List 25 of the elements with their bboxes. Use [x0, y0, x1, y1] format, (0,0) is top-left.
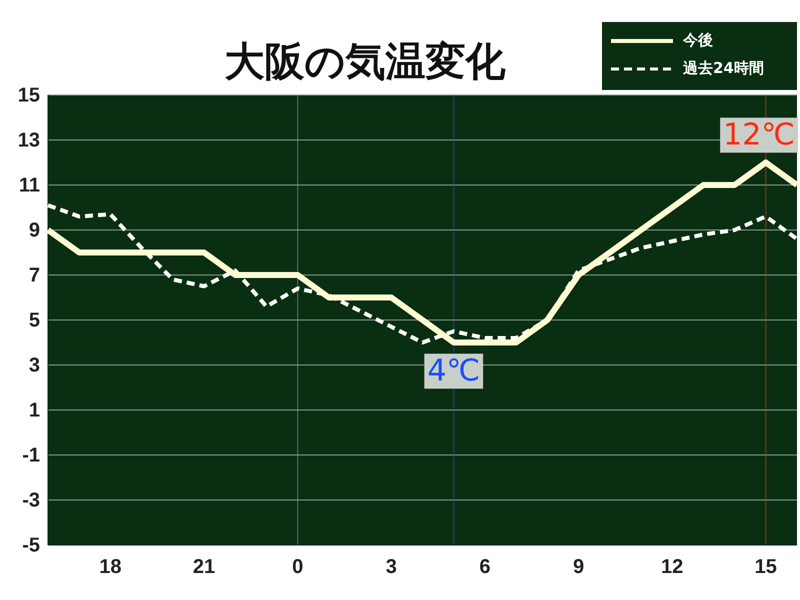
legend-label: 過去24時間	[682, 59, 764, 78]
x-tick-label: 9	[572, 556, 584, 578]
x-tick-label: 0	[292, 556, 304, 578]
y-tick-label: 7	[28, 264, 40, 286]
chart-title: 大阪の気温変化	[224, 39, 506, 85]
y-tick-label: -3	[22, 489, 40, 512]
y-tick-label: 13	[18, 129, 40, 152]
x-tick-label: 3	[386, 556, 397, 578]
y-tick-label: 3	[28, 354, 40, 376]
y-tick-label: 9	[28, 219, 40, 242]
legend-label: 今後	[682, 31, 713, 50]
y-tick-label: 11	[18, 174, 40, 196]
x-tick-label: 6	[479, 556, 490, 578]
line-series	[46, 203, 799, 344]
x-tick-label: 21	[192, 556, 216, 578]
annotation: 4℃	[427, 354, 480, 389]
x-tick-label: 15	[754, 556, 777, 578]
y-tick-label: 15	[18, 84, 40, 106]
annotation: 12℃	[723, 118, 795, 153]
y-tick-label: -5	[22, 534, 40, 556]
y-tick-label: 5	[28, 309, 40, 332]
y-tick-label: 1	[28, 399, 40, 422]
x-tick-label: 12	[661, 556, 684, 578]
x-tick-label: 18	[99, 556, 122, 578]
y-tick-label: -1	[22, 444, 40, 466]
